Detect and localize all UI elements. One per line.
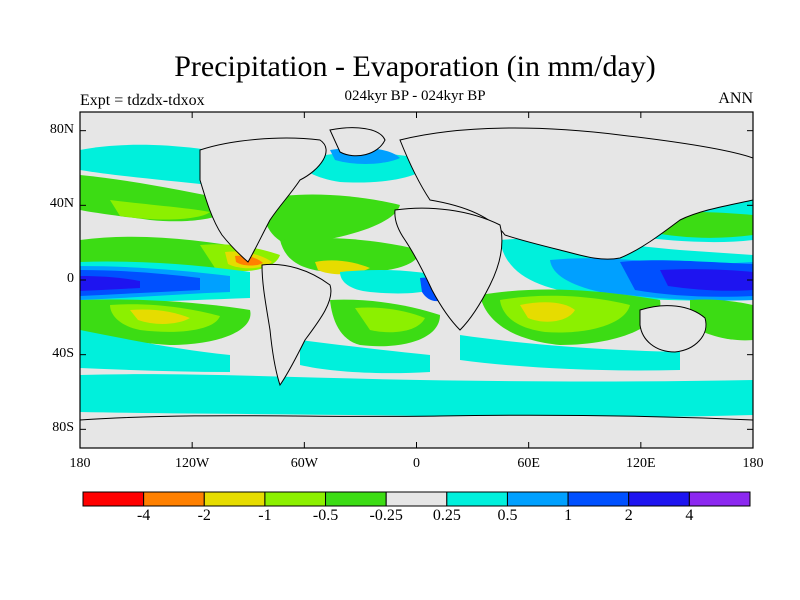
colorbar-swatch: [688, 491, 751, 507]
lon-tick-label: 0: [413, 456, 420, 471]
lon-tick-label: 180: [742, 456, 764, 471]
colorbar-label: -0.25: [369, 507, 403, 524]
continent-antarctica: [80, 414, 753, 448]
continent-eurasia: [399, 127, 753, 260]
colorbar-swatch: [628, 491, 690, 507]
colorbar-label: 0.25: [432, 507, 461, 524]
axis-ticks: [79, 112, 754, 448]
contour-yellow-south-indian: [520, 302, 575, 322]
lat-tick-label: 0: [67, 271, 74, 286]
contour-green-north-atlantic: [260, 194, 400, 245]
contour-purple-warm-pool: [660, 269, 753, 291]
colorbar-swatch: [385, 491, 448, 507]
colorbar-label: -4: [136, 507, 151, 524]
colorbar-label: -1: [258, 507, 272, 524]
lon-tick-label: 120E: [626, 456, 656, 471]
contour-green-atlantic-tropics: [280, 238, 420, 273]
colorbar-label: 1: [564, 507, 573, 524]
experiment-label: Expt = tdzdx-tdxox: [80, 92, 205, 109]
contour-lgreen-south-atlantic: [355, 307, 425, 333]
lat-tick-label: 80S: [52, 420, 74, 436]
contour-cyan-north-atlantic: [300, 152, 430, 183]
lon-tick-label: 60E: [517, 456, 540, 471]
continent-north-america: [199, 137, 327, 263]
colorbar-label: -2: [197, 507, 211, 524]
colorbar-swatch: [506, 491, 569, 507]
season-label: ANN: [718, 90, 753, 107]
colorbar-swatch: [143, 491, 205, 507]
contour-cyan-south-atlantic: [300, 340, 430, 374]
lat-tick-label: 80N: [49, 121, 74, 137]
lon-tick-label: 180: [69, 456, 91, 471]
colorbar-label: 0.5: [497, 507, 518, 524]
lat-tick-label: 40N: [49, 196, 74, 212]
lon-tick-label: 60W: [290, 456, 318, 471]
colorbar-swatch: [264, 491, 327, 507]
contour-lgreen-north-pacific: [110, 200, 210, 220]
colorbar-label: -0.5: [312, 507, 339, 524]
plot-subtitle: 024kyr BP - 024kyr BP: [344, 88, 486, 104]
colorbar-label: 4: [685, 507, 694, 524]
contour-cyan-south-pacific: [80, 330, 230, 372]
plot-title: Precipitation - Evaporation (in mm/day): [174, 50, 656, 83]
colorbar-swatch: [325, 491, 387, 507]
colorbar-swatch: [203, 491, 266, 507]
contour-purple-equator-pacific: [80, 276, 140, 291]
continent-africa: [394, 207, 503, 331]
colorbar-swatch: [82, 491, 145, 507]
contour-cyan-southern-ocean: [80, 374, 753, 418]
coastlines: [80, 127, 753, 448]
lat-tick-label: 40S: [52, 345, 74, 361]
continent-south-america: [261, 263, 332, 387]
continent-australia: [639, 305, 707, 353]
lon-tick-label: 120W: [175, 456, 210, 471]
colorbar-swatch: [446, 491, 508, 507]
colorbar: [82, 491, 751, 507]
contour-yellow-south-pacific: [130, 309, 190, 324]
colorbar-label: 2: [624, 507, 633, 524]
colorbar-swatch: [567, 491, 630, 507]
continent-greenland: [329, 127, 386, 157]
contour-cyan-south-indian: [460, 335, 680, 371]
